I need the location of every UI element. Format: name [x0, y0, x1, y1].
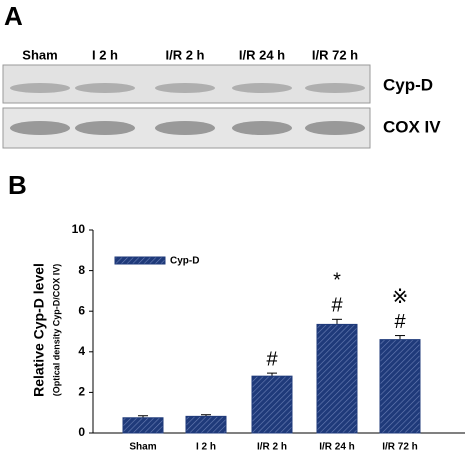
x-tick-label: I/R 72 h [382, 442, 418, 453]
significance-mark: # [331, 295, 343, 317]
y-tick-label: 6 [78, 303, 85, 317]
band [232, 121, 292, 135]
bar [379, 339, 421, 434]
band [305, 121, 365, 135]
y-tick-label: 0 [78, 425, 85, 439]
bar [251, 375, 293, 434]
panel-label: A [4, 1, 23, 31]
y-tick-label: 10 [72, 222, 86, 236]
lane-label: I/R 2 h [165, 47, 204, 62]
y-tick-label: 2 [78, 385, 85, 399]
panel-a: A Cyp-D COX IV [2, 1, 441, 149]
band [75, 83, 135, 93]
bar [185, 415, 227, 434]
band [10, 83, 70, 93]
lane-label: Sham [22, 47, 57, 62]
significance-mark: * [333, 270, 341, 292]
panel-label: B [8, 170, 27, 200]
y-axis-sublabel: (Optical density Cyp-D/COX IV) [51, 264, 61, 397]
significance-mark: # [266, 348, 278, 370]
x-tick-label: Sham [129, 442, 156, 453]
y-tick-label: 4 [78, 344, 85, 358]
legend-swatch [114, 256, 166, 265]
band-label: Cyp-D [383, 75, 433, 94]
band-label: COX IV [383, 117, 441, 136]
band [232, 83, 292, 93]
x-tick-label: I/R 2 h [257, 442, 287, 453]
legend-label: Cyp-D [170, 256, 199, 267]
significance-mark: ※ [392, 286, 409, 308]
x-tick-label: I/R 24 h [319, 442, 355, 453]
y-axis-label: Relative Cyp-D level [31, 263, 47, 397]
band [155, 83, 215, 93]
lane-label: I/R 72 h [312, 47, 358, 62]
band [155, 121, 215, 135]
bar [316, 323, 358, 434]
significance-mark: # [394, 311, 406, 333]
y-tick-label: 8 [78, 263, 85, 277]
x-tick-label: I 2 h [196, 442, 216, 453]
bar [122, 417, 164, 434]
band [75, 121, 135, 135]
lane-label: I/R 24 h [239, 47, 285, 62]
band [10, 121, 70, 135]
band [305, 83, 365, 93]
lane-label: I 2 h [92, 47, 118, 62]
